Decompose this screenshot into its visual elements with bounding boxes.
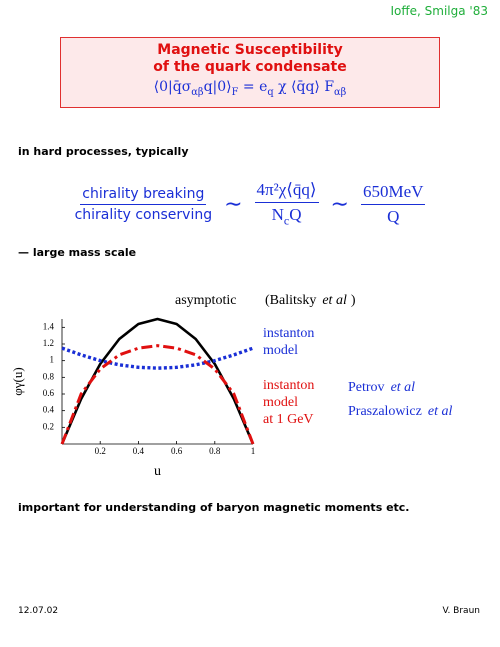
y-tick-label: 0.6 <box>43 388 55 398</box>
math-subscript: αβ <box>191 86 204 98</box>
series-label: instanton model <box>263 326 315 358</box>
citation: Petrov et al <box>348 379 419 396</box>
citation-part: et al <box>322 293 347 308</box>
note: — large mass scale <box>18 246 137 259</box>
closing: important for understanding of baryon ma… <box>18 501 410 514</box>
math-part: N <box>271 205 284 224</box>
fraction: 4π²χ⟨q̄q⟩ NcQ <box>254 180 319 228</box>
x-tick-label: 0.4 <box>133 446 145 456</box>
intro: in hard processes, typically <box>18 145 189 158</box>
numerator: 650MeV <box>360 181 426 205</box>
denominator: chirality conserving <box>75 205 213 223</box>
math-part: 4π²χ⟨q̄q⟩ <box>256 180 317 199</box>
y-axis-label: φγ(u) <box>10 367 25 395</box>
fraction: chirality breaking chirality conserving <box>75 186 213 223</box>
series-line <box>61 346 254 370</box>
series-label: asymptotic <box>175 293 237 308</box>
y-tick-label: 1.4 <box>43 321 55 331</box>
numerator: chirality breaking <box>80 185 207 205</box>
citation-part: et al <box>427 404 453 419</box>
math-part: chirality conserving <box>74 206 213 223</box>
formula: ⟨0|q̄σαβq|0⟩F = eq χ ⟨q̄q⟩ Fαβ <box>61 79 439 98</box>
math-part: 650MeV <box>362 181 424 201</box>
math-subscript: F <box>231 86 239 98</box>
citation-part: Praszalowicz <box>348 404 422 419</box>
math-part: ⟨0|q̄σ <box>153 79 192 95</box>
citation-part: et al <box>390 380 416 395</box>
citation: Praszalowicz et al <box>348 403 456 420</box>
series-label: instanton model at 1 GeV <box>263 378 315 427</box>
math-part: χ ⟨q̄q⟩ F <box>273 79 335 95</box>
relation-symbol: ∼ <box>330 191 349 217</box>
denominator: Q <box>387 205 399 227</box>
math-subscript: c <box>283 213 290 228</box>
citation: (Balitsky et al) <box>265 292 356 309</box>
y-tick-label: 1.2 <box>43 338 54 348</box>
x-tick-label: 0.8 <box>209 446 221 456</box>
title-line: Magnetic Susceptibility <box>157 42 343 58</box>
x-axis-label: u <box>154 464 161 479</box>
math-part: q|0⟩ <box>203 79 232 95</box>
author: V. Braun <box>442 606 480 616</box>
math-part: Q <box>387 206 400 226</box>
credit: Ioffe, Smilga '83 <box>390 4 489 18</box>
numerator: 4π²χ⟨q̄q⟩ <box>254 180 319 203</box>
y-tick-label: 0.2 <box>43 421 54 431</box>
math-part: = e <box>238 79 268 95</box>
x-tick-label: 0.6 <box>171 446 183 456</box>
citation-part: (Balitsky <box>265 293 317 308</box>
series-line <box>60 344 255 445</box>
citation-part: ) <box>350 293 356 308</box>
y-tick-label: 0.4 <box>43 405 55 415</box>
math-subscript: αβ <box>334 86 347 98</box>
x-tick-label: 0.2 <box>95 446 106 456</box>
title-line: of the quark condensate <box>153 59 347 75</box>
y-tick-label: 1 <box>50 355 55 365</box>
fraction: 650MeV Q <box>360 181 426 227</box>
title-box: Magnetic Susceptibility of the quark con… <box>60 37 440 108</box>
date: 12.07.02 <box>18 606 59 616</box>
math-part: Q <box>289 205 302 224</box>
y-tick-label: 0.8 <box>43 371 55 381</box>
relation: chirality breaking chirality conserving ∼ 4… <box>0 180 500 228</box>
math-subscript: q <box>267 86 274 98</box>
denominator: NcQ <box>272 203 302 228</box>
math-part: chirality breaking <box>82 185 205 202</box>
citation-part: Petrov <box>348 380 385 395</box>
x-tick-label: 1 <box>251 446 256 456</box>
relation-symbol: ∼ <box>224 191 243 217</box>
